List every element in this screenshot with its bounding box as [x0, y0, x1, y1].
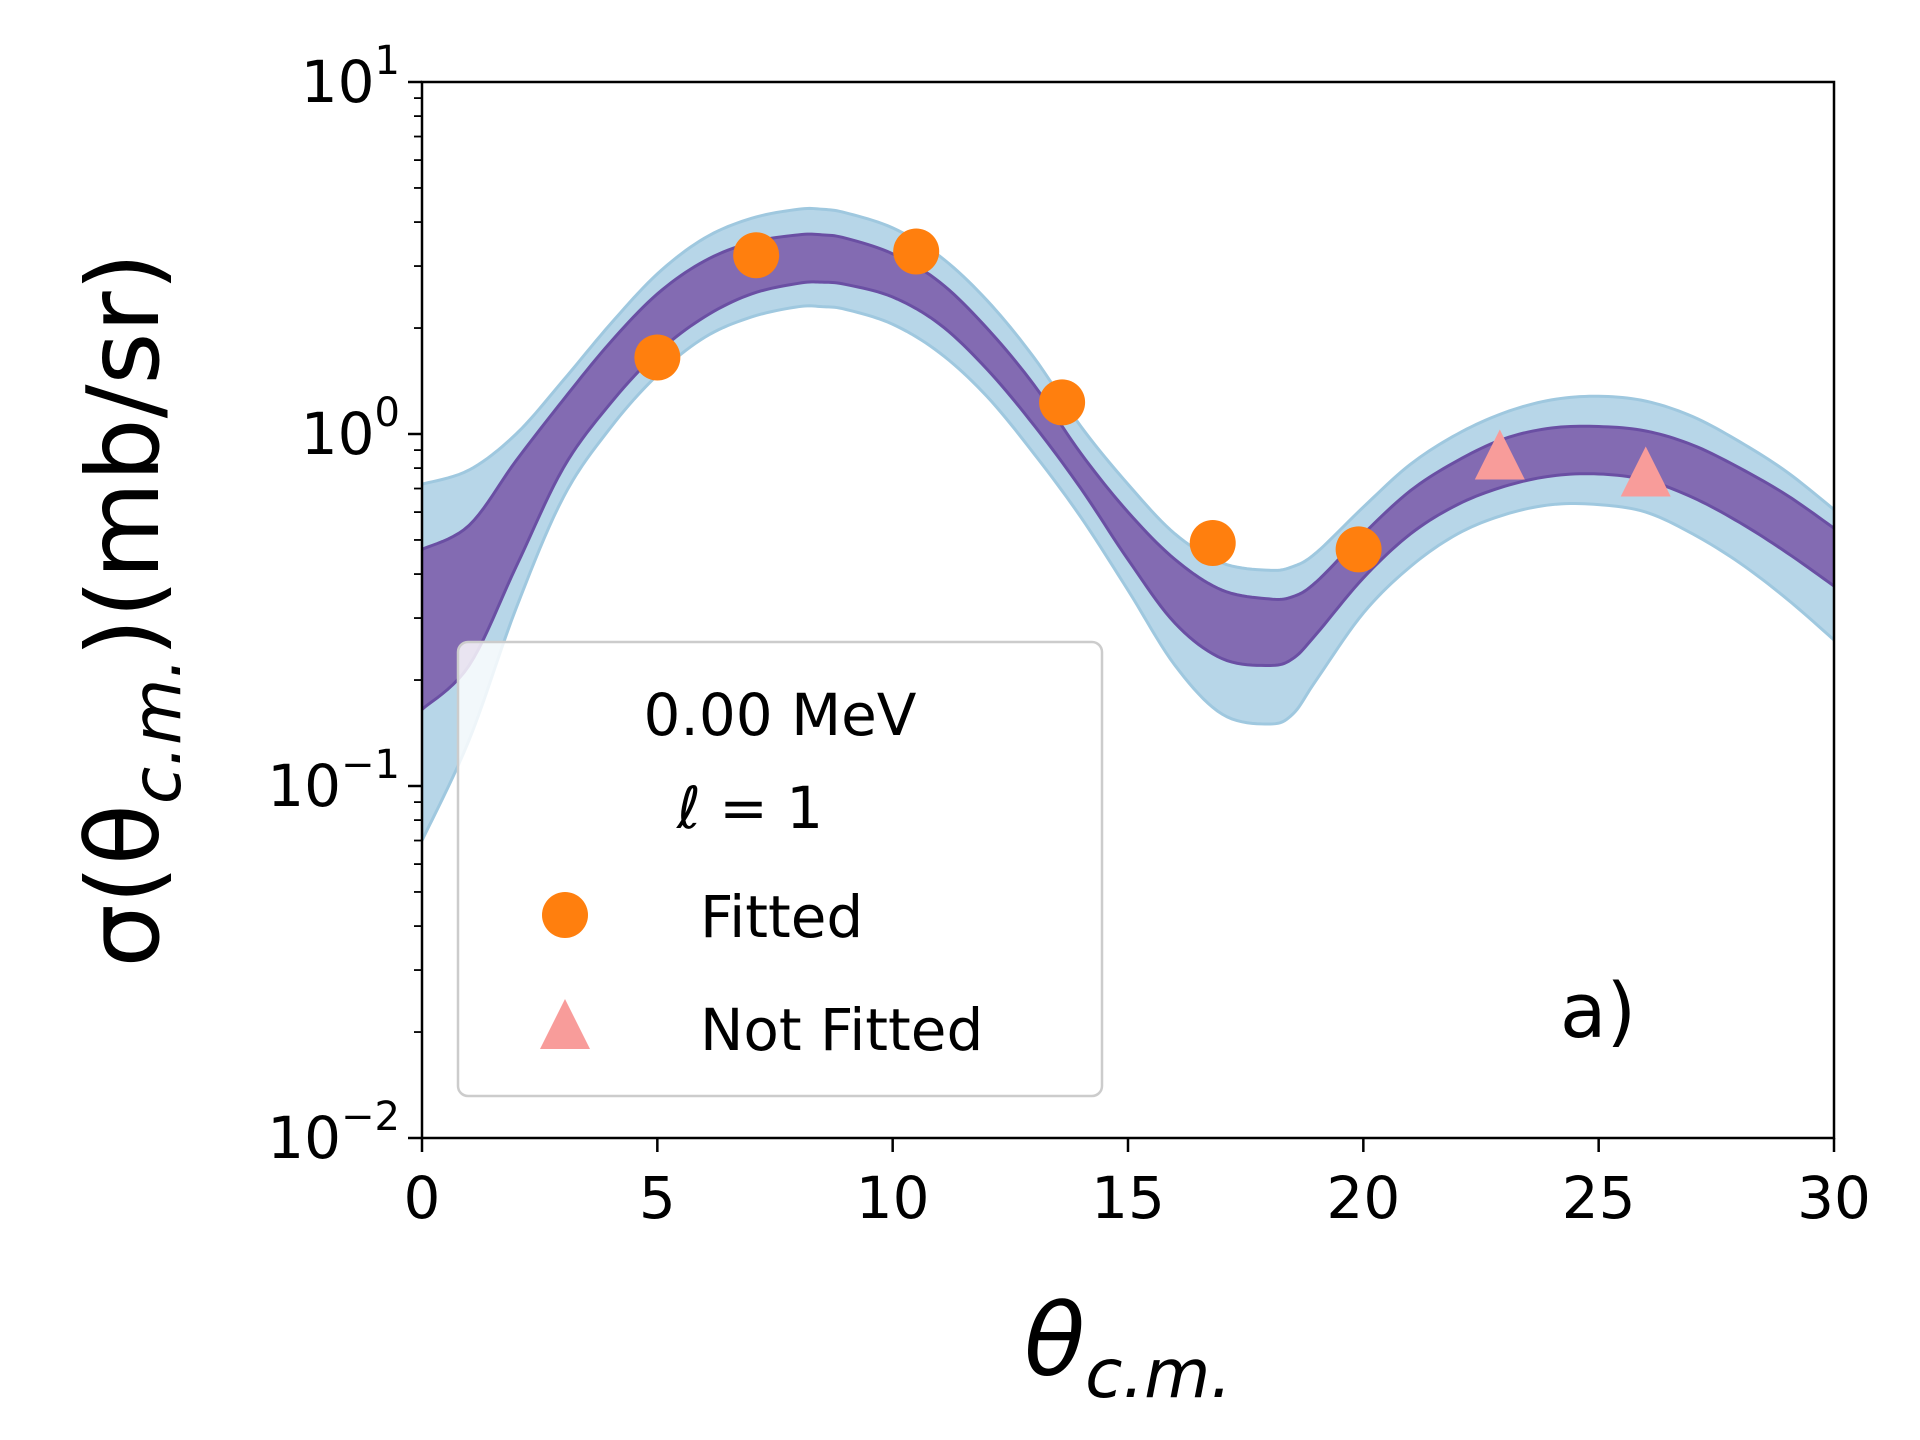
outer-band-upper-edge	[421, 206, 1835, 572]
fitted-point	[1039, 379, 1086, 426]
inner-band-upper-edge	[421, 232, 1835, 601]
markers-layer	[634, 228, 1671, 573]
minor-ticks-layer	[414, 97, 422, 1033]
y-tick-label: 101	[301, 38, 400, 116]
x-axis-title-main: θ	[1024, 1282, 1085, 1399]
fitted-point	[1335, 526, 1382, 573]
not-fitted-point	[1474, 429, 1525, 480]
y-axis-title-pre: σ(θ	[65, 804, 182, 968]
bands-layer	[420, 206, 1835, 842]
x-tick-label: 30	[1797, 1164, 1871, 1232]
x-tick-label: 20	[1326, 1164, 1400, 1232]
fitted-point	[634, 334, 681, 381]
panel-label: a)	[1560, 966, 1636, 1055]
legend-marker-fitted	[542, 892, 588, 938]
not-fitted-point	[1620, 446, 1671, 497]
legend: 0.00 MeV ℓ = 1 Fitted Not Fitted	[456, 640, 1104, 1098]
legend-title-l-symbol: ℓ	[676, 774, 701, 842]
legend-box	[456, 640, 1104, 1098]
x-tick-label: 10	[856, 1164, 930, 1232]
fitted-point	[1189, 520, 1236, 567]
y-tick-label: 10−2	[267, 1094, 400, 1172]
x-tick-label: 0	[404, 1164, 441, 1232]
fitted-point	[893, 228, 940, 275]
x-tick-label: 5	[639, 1164, 676, 1232]
x-axis-title-sub: c.m.	[1085, 1335, 1232, 1414]
y-tick-label: 10−1	[267, 742, 400, 820]
y-axis-title-post: )(mb/sr)	[65, 252, 182, 657]
legend-title-l-value: = 1	[701, 774, 823, 842]
legend-label-not-fitted: Not Fitted	[700, 996, 983, 1064]
x-tick-label: 15	[1091, 1164, 1165, 1232]
y-axis-title: σ(θc.m.)(mb/sr)	[65, 252, 197, 967]
y-tick-label: 100	[301, 390, 400, 468]
x-axis: 0 5 10 15 20 25 30	[404, 1138, 1871, 1232]
y-axis-title-sub: c.m.	[118, 657, 197, 804]
legend-label-fitted: Fitted	[700, 883, 863, 951]
legend-marker-not-fitted	[540, 999, 590, 1049]
legend-title-energy: 0.00 MeV	[644, 681, 917, 749]
legend-title-l: ℓ = 1	[676, 774, 823, 842]
y-axis: 10−2 10−1 100 101	[267, 38, 422, 1172]
x-axis-title: θc.m.	[1024, 1282, 1232, 1414]
inner-band-lower-edge	[421, 280, 1835, 711]
x-tick-label: 25	[1562, 1164, 1636, 1232]
inner-band-fill	[422, 234, 1834, 710]
fitted-point	[733, 232, 780, 279]
